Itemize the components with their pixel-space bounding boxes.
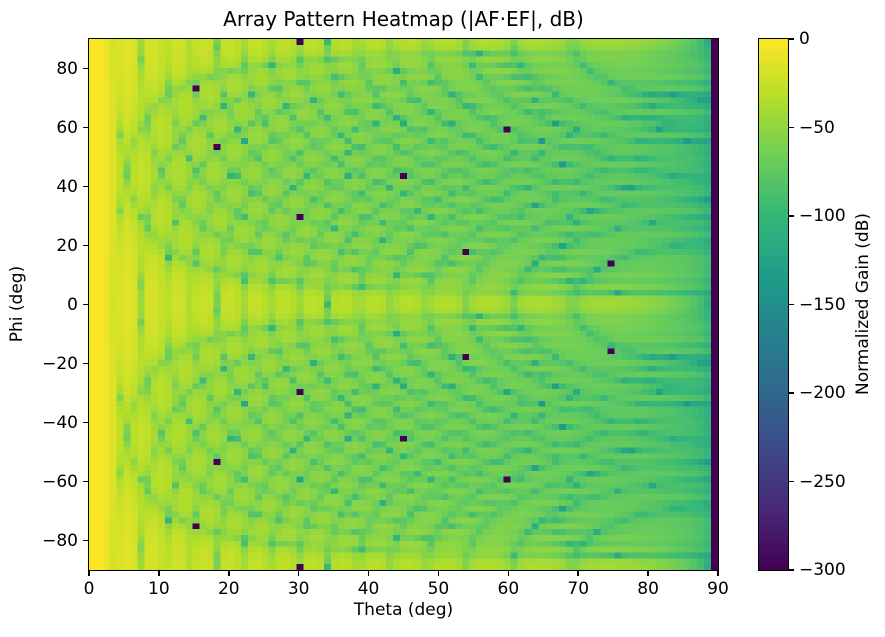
y-tick-label: −80 (42, 530, 78, 551)
y-tick-mark (82, 185, 88, 188)
colorbar-tick-mark (789, 569, 794, 571)
heatmap-canvas (88, 38, 718, 570)
colorbar (757, 37, 789, 571)
colorbar-tick-label: −100 (799, 206, 846, 226)
colorbar-tick-label: −150 (799, 294, 846, 315)
x-tick-mark (717, 571, 719, 576)
colorbar-tick-label: −250 (799, 471, 846, 492)
y-tick-label: 80 (56, 58, 78, 79)
y-tick-mark (82, 421, 88, 424)
colorbar-tick-mark (789, 38, 794, 40)
colorbar-tick-label: −50 (799, 117, 835, 138)
x-axis-label: Theta (deg) (353, 600, 454, 620)
y-tick-label: 20 (56, 235, 78, 256)
x-tick-label: 0 (83, 579, 95, 599)
colorbar-tick-label: 0 (799, 29, 810, 49)
x-tick-mark (507, 571, 510, 576)
colorbar-tick-label: −300 (799, 560, 846, 580)
x-tick-mark (647, 571, 649, 576)
colorbar-tick-mark (789, 480, 794, 483)
x-tick-mark (228, 571, 230, 576)
y-tick-mark (82, 362, 88, 365)
x-tick-label: 70 (567, 579, 590, 599)
y-tick-mark (82, 303, 88, 306)
x-tick-label: 10 (148, 579, 170, 599)
x-tick-label: 80 (637, 579, 659, 599)
y-tick-label: −60 (42, 471, 78, 492)
colorbar-label: Normalized Gain (dB) (853, 212, 873, 396)
x-tick-label: 40 (357, 579, 380, 599)
y-tick-mark (82, 126, 88, 129)
x-tick-label: 90 (707, 579, 729, 599)
x-tick-mark (158, 571, 160, 576)
x-tick-mark (367, 571, 370, 576)
plot-area (87, 37, 719, 571)
y-tick-mark (82, 244, 88, 247)
x-tick-mark (88, 571, 90, 576)
chart-title: Array Pattern Heatmap (|AF·EF|, dB) (223, 7, 584, 31)
colorbar-tick-mark (789, 126, 794, 129)
x-tick-label: 50 (427, 579, 450, 599)
colorbar-tick-mark (789, 215, 794, 217)
colorbar-tick-mark (789, 303, 794, 306)
y-tick-mark (82, 67, 88, 70)
y-tick-label: 40 (56, 176, 78, 197)
y-tick-label: −40 (42, 412, 78, 433)
colorbar-tick-mark (789, 392, 794, 394)
y-tick-label: 60 (56, 117, 78, 138)
y-tick-label: 0 (67, 294, 78, 315)
colorbar-tick-label: −200 (799, 383, 846, 403)
colorbar-gradient (758, 38, 788, 570)
x-tick-label: 20 (217, 579, 240, 599)
x-tick-label: 60 (497, 579, 520, 599)
y-tick-label: −20 (42, 353, 78, 374)
x-tick-mark (577, 571, 579, 576)
x-tick-label: 30 (287, 579, 310, 599)
y-axis-label: Phi (deg) (7, 265, 27, 343)
x-tick-mark (297, 571, 300, 576)
y-tick-mark (82, 539, 88, 542)
x-tick-mark (437, 571, 440, 576)
y-tick-mark (82, 480, 88, 483)
